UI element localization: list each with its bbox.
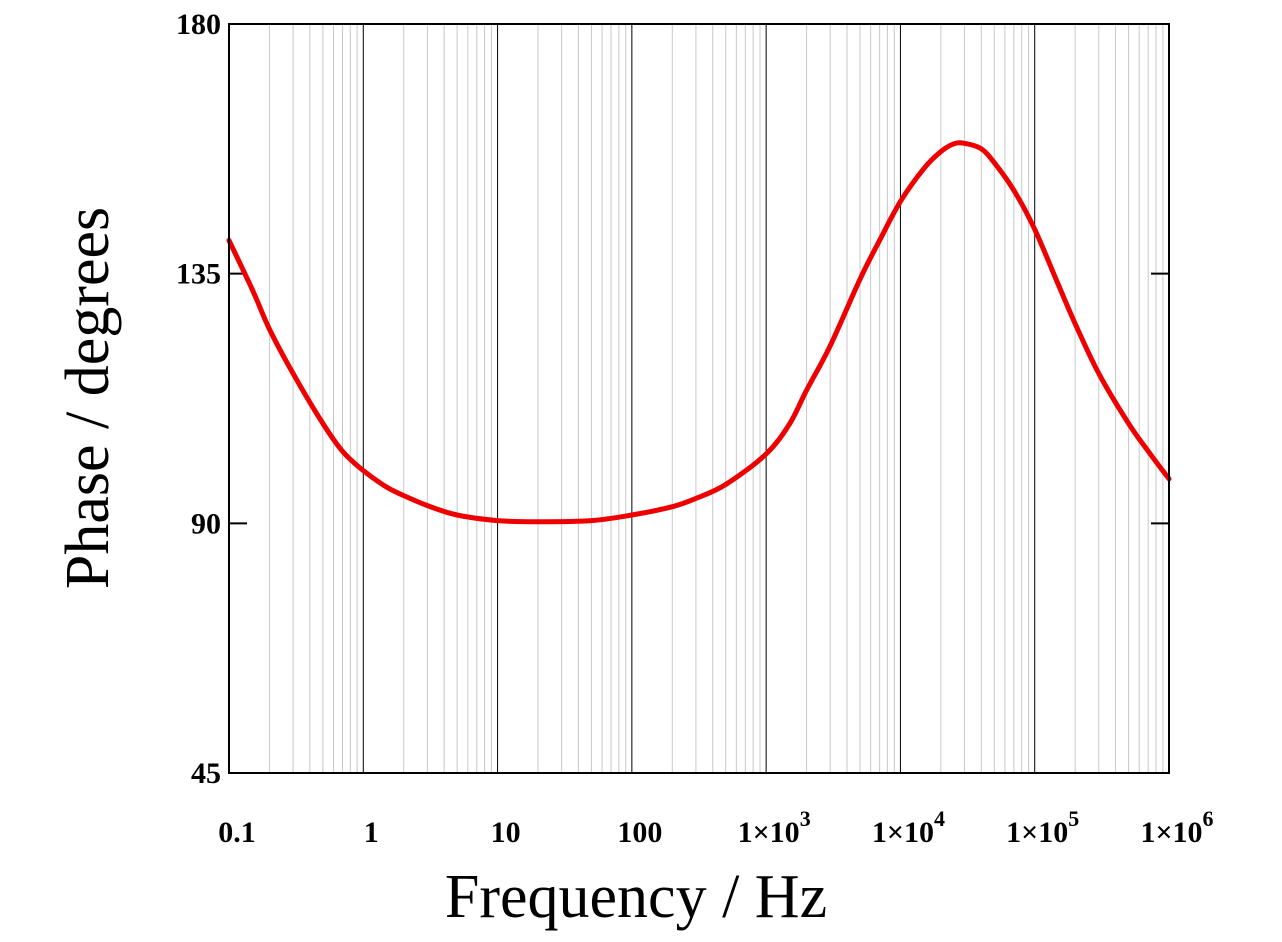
x-tick-exponent: 3	[800, 806, 811, 831]
x-tick-label: 1×105	[1006, 806, 1079, 849]
grid-lines	[268, 24, 1164, 773]
y-tick-label: 45	[191, 757, 221, 790]
x-tick-label: 1	[364, 816, 379, 849]
x-tick-exponent: 5	[1068, 806, 1079, 831]
phase-curve	[226, 140, 1172, 525]
plot-lines	[226, 140, 1172, 525]
x-tick-exponent: 6	[1203, 806, 1214, 831]
x-axis-title: Frequency / Hz	[445, 863, 827, 931]
y-tick-label: 90	[191, 507, 221, 540]
x-tick-exponent: 4	[934, 806, 945, 831]
x-tick-label: 0.1	[218, 816, 256, 849]
y-axis-title: Phase / degrees	[54, 207, 122, 589]
x-tick-label: 1×106	[1140, 806, 1213, 849]
plot-area-frame	[228, 23, 1170, 774]
x-tick-label: 1×103	[738, 806, 811, 849]
axis-ticks	[229, 23, 1169, 774]
x-tick-label: 100	[617, 816, 662, 849]
y-tick-label: 135	[176, 258, 221, 291]
x-tick-label: 10	[491, 816, 521, 849]
x-tick-label: 1×104	[872, 806, 945, 849]
y-tick-label: 180	[176, 8, 221, 41]
